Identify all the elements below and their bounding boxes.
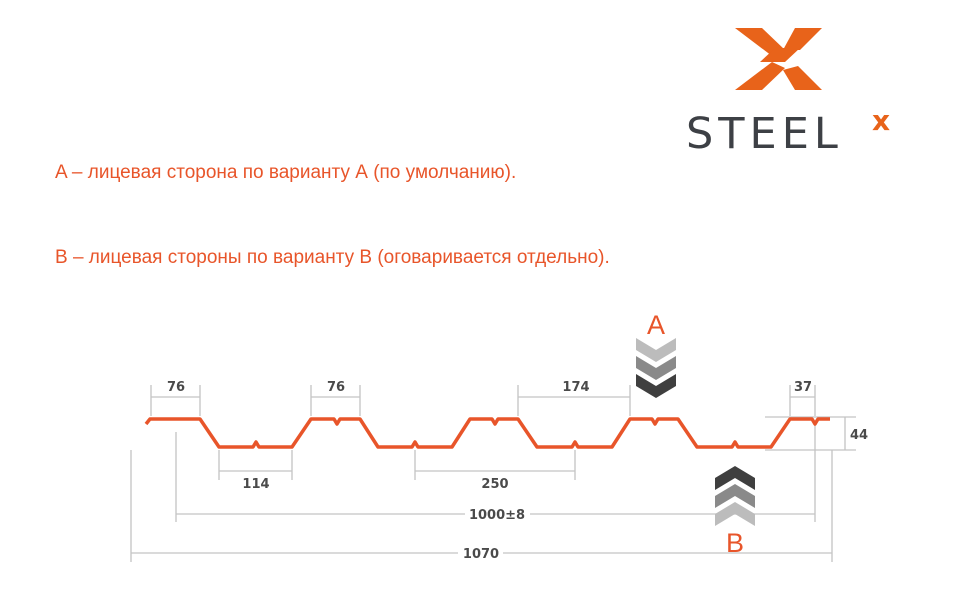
chevrons-up-icon (715, 466, 755, 526)
dim-pitch-top: 174 (562, 380, 589, 395)
dim-bottom-flange: 114 (242, 477, 269, 492)
dim-pitch-bottom: 250 (481, 477, 508, 492)
dimension-lines (130, 385, 856, 562)
side-a-label: A (647, 310, 665, 340)
dim-total-width: 1070 (463, 547, 499, 562)
logo-superscript: x (872, 104, 890, 137)
dim-height: 44 (850, 428, 868, 443)
dim-top-flange-2: 76 (327, 380, 345, 395)
chevrons-down-icon (636, 338, 676, 398)
dim-useful-width: 1000±8 (469, 508, 525, 523)
logo-text: STEEL (686, 109, 843, 159)
side-b-label: B (726, 528, 744, 558)
trapezoid-sheet-profile (144, 417, 830, 449)
caption-side-a: A – лицевая сторона по варианту А (по ум… (55, 162, 517, 183)
caption-side-b: B – лицевая стороны по варианту В (огова… (55, 247, 610, 268)
logo-x-mark-icon (735, 28, 822, 90)
dim-top-flange-1: 76 (167, 380, 185, 395)
dim-edge: 37 (794, 380, 812, 395)
steelx-logo: STEEL x (686, 28, 890, 159)
